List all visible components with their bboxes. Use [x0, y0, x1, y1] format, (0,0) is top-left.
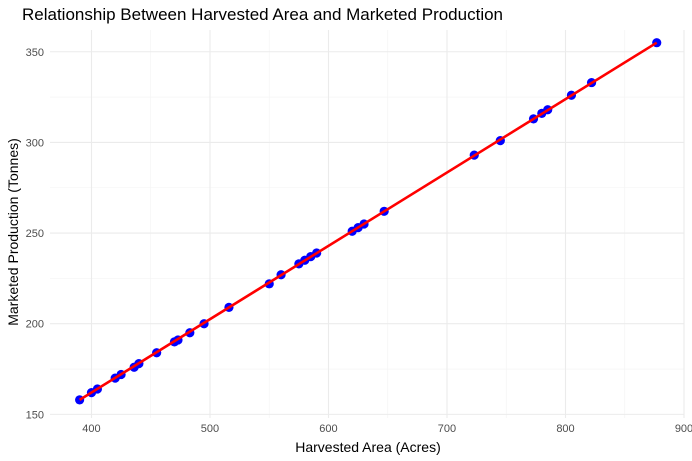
- x-axis-title: Harvested Area (Acres): [295, 439, 441, 455]
- regression-line: [78, 41, 658, 401]
- x-tick-label: 400: [82, 423, 100, 435]
- x-tick-label: 600: [319, 423, 337, 435]
- x-tick-label: 900: [675, 423, 692, 435]
- y-axis-title: Marketed Production (Tonnes): [5, 138, 21, 326]
- grid: [50, 30, 685, 418]
- y-tick-label: 300: [26, 137, 44, 149]
- y-axis-ticks: 150 200 250 300 350: [26, 47, 44, 422]
- x-tick-label: 800: [556, 423, 574, 435]
- y-tick-label: 350: [26, 47, 44, 59]
- x-axis-ticks: 400 500 600 700 800 900: [82, 423, 692, 435]
- x-tick-label: 500: [201, 423, 219, 435]
- y-tick-label: 250: [26, 228, 44, 240]
- x-tick-label: 700: [438, 423, 456, 435]
- y-tick-label: 200: [26, 319, 44, 331]
- y-tick-label: 150: [26, 409, 44, 421]
- fit-line-layer: [78, 41, 658, 401]
- chart-title: Relationship Between Harvested Area and …: [22, 5, 503, 24]
